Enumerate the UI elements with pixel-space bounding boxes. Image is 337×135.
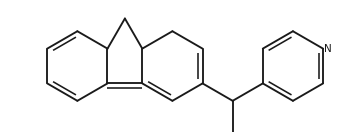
Text: N: N (324, 44, 332, 54)
